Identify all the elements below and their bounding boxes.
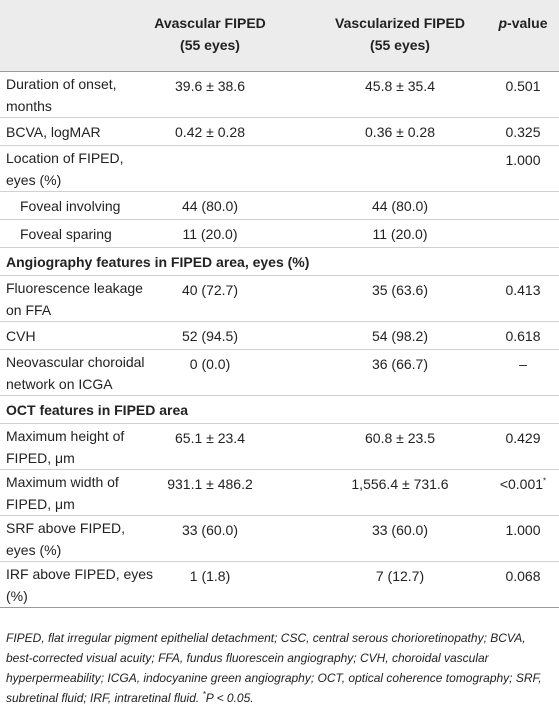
vascularized-value: 54 (98.2) (371, 328, 429, 344)
header-cell: Avascular FIPED (55 eyes) (148, 12, 272, 56)
header-cell: p-value (492, 12, 554, 34)
p-value: 1.000 (492, 149, 554, 171)
avascular-value: 0 (0.0) (189, 356, 231, 372)
header-italic: p (498, 15, 508, 31)
vascularized-value: 1,556.4 ± 731.6 (351, 476, 449, 492)
vascularized-value: 44 (80.0) (371, 198, 429, 214)
vascularized-value: 33 (60.0) (371, 522, 429, 538)
p-value: 0.325 (492, 121, 554, 143)
p-value-text: <0.001 (499, 476, 544, 492)
footnote-text: FIPED, flat irregular pigment epithelial… (6, 631, 542, 705)
p-value-text: 1.000 (505, 152, 541, 168)
avascular-value: 39.6 ± 38.6 (175, 78, 245, 94)
row-label: Foveal sparing (20, 226, 112, 242)
header-line: (55 eyes) (370, 37, 430, 53)
avascular-value: 52 (94.5) (181, 328, 239, 344)
footnote-marker: * (202, 690, 206, 699)
vascularized-value: 11 (20.0) (372, 226, 428, 242)
p-value: 0.501 (492, 75, 554, 97)
row-rule (0, 247, 559, 248)
p-value-text: – (519, 356, 527, 372)
row-label: SRF above FIPED, eyes (%) (6, 520, 126, 558)
row-rule (0, 145, 559, 146)
row-rule (0, 423, 559, 424)
p-value-text: 0.501 (505, 78, 541, 94)
vascularized-value: 35 (63.6) (371, 282, 429, 298)
header-rule (0, 71, 559, 72)
footnote: FIPED, flat irregular pigment epithelial… (6, 628, 554, 708)
p-value-text: 0.413 (505, 282, 541, 298)
p-value: 0.068 (492, 565, 554, 587)
row-rule (0, 219, 559, 220)
row-label: BCVA, logMAR (6, 124, 101, 140)
row-label: Maximum height of FIPED, μm (6, 428, 125, 466)
avascular-value: 65.1 ± 23.4 (175, 430, 245, 446)
header-line: Vascularized FIPED (335, 15, 465, 31)
row-rule (0, 117, 559, 118)
p-value: 0.413 (492, 279, 554, 301)
avascular-value: 0.42 ± 0.28 (175, 124, 245, 140)
p-value-text: 0.618 (505, 328, 541, 344)
row-rule (0, 349, 559, 350)
row-label: IRF above FIPED, eyes (%) (6, 566, 154, 604)
row-label: CVH (6, 328, 36, 344)
avascular-value: 33 (60.0) (181, 522, 239, 538)
avascular-value: 44 (80.0) (181, 198, 239, 214)
vascularized-value: 36 (66.7) (371, 356, 429, 372)
row-label: Foveal involving (20, 198, 121, 214)
row-rule (0, 275, 559, 276)
p-value-text: 0.068 (505, 568, 541, 584)
vascularized-value: 7 (12.7) (375, 568, 425, 584)
row-label: Maximum width of FIPED, μm (6, 474, 119, 512)
avascular-value: 40 (72.7) (181, 282, 239, 298)
vascularized-value: 0.36 ± 0.28 (365, 124, 435, 140)
row-rule (0, 515, 559, 516)
p-value: 0.618 (492, 325, 554, 347)
header-text: -value (507, 15, 548, 31)
p-value-marker: * (543, 476, 547, 486)
row-label: Fluorescence leakage on FFA (6, 280, 143, 318)
header-line: Avascular FIPED (154, 15, 266, 31)
p-value: – (492, 353, 554, 375)
row-label: Neovascular choroidal network on ICGA (6, 354, 145, 392)
section-heading: OCT features in FIPED area (6, 402, 189, 418)
row-rule (0, 191, 559, 192)
row-label: Duration of onset, months (6, 76, 117, 114)
vascularized-value: 60.8 ± 23.5 (365, 430, 435, 446)
p-value: <0.001* (492, 473, 554, 495)
header-background (0, 0, 559, 72)
section-heading: Angiography features in FIPED area, eyes… (6, 254, 310, 270)
avascular-value: 1 (1.8) (189, 568, 231, 584)
p-value-text: 0.325 (505, 124, 541, 140)
header-cell: Vascularized FIPED (55 eyes) (300, 12, 500, 56)
row-rule (0, 561, 559, 562)
p-value: 0.429 (492, 427, 554, 449)
p-value: 1.000 (492, 519, 554, 541)
p-value-text: 1.000 (505, 522, 541, 538)
header-line: (55 eyes) (180, 37, 240, 53)
row-label: Location of FIPED, eyes (%) (6, 150, 124, 188)
row-rule (0, 321, 559, 322)
avascular-value: 11 (20.0) (182, 226, 238, 242)
vascularized-value: 45.8 ± 35.4 (365, 78, 435, 94)
footnote-note: P < 0.05. (205, 691, 254, 705)
table-bottom-rule (0, 607, 559, 608)
avascular-value: 931.1 ± 486.2 (167, 476, 253, 492)
row-rule (0, 395, 559, 396)
p-value-text: 0.429 (505, 430, 541, 446)
row-rule (0, 469, 559, 470)
